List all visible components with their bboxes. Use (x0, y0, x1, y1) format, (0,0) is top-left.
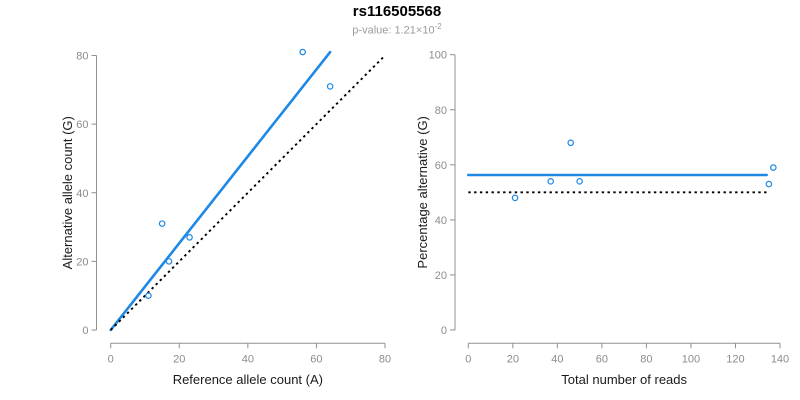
x-tick-label: 40 (242, 353, 254, 365)
y-tick-label: 60 (76, 119, 88, 131)
x-tick-label: 80 (379, 353, 391, 365)
x-tick-label: 20 (507, 353, 519, 365)
page-title: rs116505568 (352, 3, 442, 20)
fit-line (109, 50, 332, 332)
y-tick-label: 100 (429, 50, 447, 62)
x-tick-label: 0 (108, 353, 114, 365)
data-point (567, 139, 575, 147)
x-tick-label: 0 (465, 353, 471, 365)
x-tick-label: 80 (640, 353, 652, 365)
y-tick-label: 0 (82, 325, 88, 337)
data-point (765, 180, 773, 188)
y-tick-label: 0 (441, 325, 447, 337)
data-point (165, 258, 173, 265)
p-value-text: p-value: 1.21×10 (352, 24, 435, 37)
plot-percentage-vs-reads: 0 20 40 60 80 100 0 20 40 60 80 100 120 140 Total numb… (415, 50, 789, 387)
data-point (158, 220, 166, 227)
x-tick-label: 140 (771, 353, 789, 365)
x-axis-title: Reference allele count (A) (173, 372, 323, 387)
y-tick-label: 60 (435, 160, 447, 172)
x-tick-label: 100 (682, 353, 700, 365)
y-tick-label: 20 (76, 256, 88, 268)
y-tick-label: 40 (435, 215, 447, 227)
data-point (299, 48, 307, 56)
data-point (547, 178, 554, 185)
x-tick-label: 60 (310, 353, 322, 365)
y-tick-label: 80 (76, 51, 88, 63)
y-axis-title: Alternative allele count (G) (60, 116, 75, 269)
data-point (511, 194, 519, 202)
data-point (186, 234, 193, 241)
data-point (770, 164, 777, 171)
y-tick-label: 40 (76, 188, 88, 200)
p-value-exponent: -2 (434, 22, 442, 31)
x-tick-label: 120 (726, 353, 744, 365)
data-point (326, 83, 334, 90)
data-point (145, 292, 152, 299)
plot-allele-counts: 0 20 40 60 80 0 20 40 60 80 Reference allele count… (60, 48, 391, 387)
p-value-subtitle: p-value: 1.21×10-2 (0, 22, 794, 37)
x-tick-label: 20 (173, 353, 185, 365)
x-tick-label: 60 (596, 353, 608, 365)
data-point (576, 178, 583, 185)
y-tick-label: 80 (435, 105, 447, 117)
y-tick-label: 20 (435, 270, 447, 282)
x-axis-title: Total number of reads (561, 372, 687, 387)
y-axis-title: Percentage alternative (G) (415, 116, 430, 268)
x-tick-label: 40 (551, 353, 563, 365)
identity-line (110, 54, 386, 331)
